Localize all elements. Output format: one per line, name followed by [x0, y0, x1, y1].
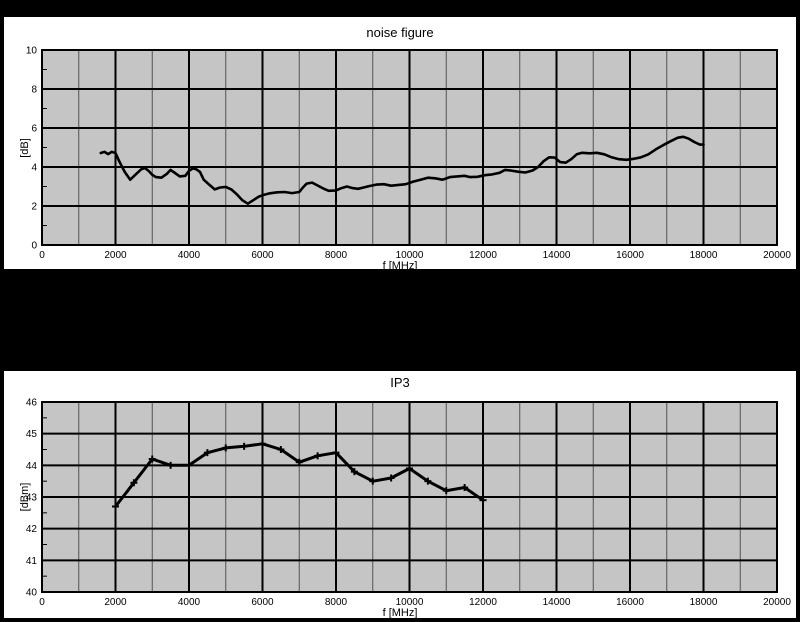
- svg-text:2: 2: [31, 202, 37, 213]
- svg-text:44: 44: [26, 461, 38, 472]
- svg-text:16000: 16000: [616, 597, 644, 608]
- x-axis-label: f [MHz]: [382, 260, 418, 272]
- ip3-panel: IP3 [dBm] 0 2000 4000 6000 8000 10000 12000 140…: [4, 371, 796, 619]
- svg-text:14000: 14000: [543, 597, 571, 608]
- chart-title: IP3: [390, 375, 410, 390]
- svg-text:8: 8: [31, 85, 37, 96]
- svg-text:0: 0: [39, 250, 45, 261]
- svg-text:40: 40: [26, 588, 38, 599]
- svg-text:4: 4: [31, 163, 37, 174]
- svg-text:0: 0: [31, 241, 37, 252]
- svg-text:0: 0: [39, 597, 45, 608]
- svg-text:10000: 10000: [396, 597, 424, 608]
- svg-text:2000: 2000: [104, 250, 127, 261]
- noise-figure-chart-svg: 0 2000 4000 6000 8000 10000 12000 14000 16000 180…: [26, 46, 791, 262]
- svg-text:20000: 20000: [763, 250, 791, 261]
- svg-text:4000: 4000: [178, 597, 201, 608]
- svg-text:6000: 6000: [251, 250, 274, 261]
- noise-figure-panel: noise figure [dB] 0 2000 4000 6000 8000 10000…: [4, 17, 796, 272]
- svg-text:41: 41: [26, 556, 38, 567]
- svg-text:46: 46: [26, 398, 38, 409]
- svg-text:12000: 12000: [469, 250, 497, 261]
- svg-text:42: 42: [26, 524, 38, 535]
- svg-text:18000: 18000: [690, 597, 718, 608]
- chart-title: noise figure: [366, 25, 434, 40]
- svg-text:6000: 6000: [251, 597, 274, 608]
- svg-text:10: 10: [26, 46, 38, 57]
- svg-text:2000: 2000: [104, 597, 127, 608]
- svg-text:12000: 12000: [469, 597, 497, 608]
- svg-text:4000: 4000: [178, 250, 201, 261]
- svg-text:8000: 8000: [325, 250, 348, 261]
- ip3-chart-svg: 0 2000 4000 6000 8000 10000 12000 14000 16000 180…: [26, 398, 791, 609]
- svg-text:16000: 16000: [616, 250, 644, 261]
- svg-text:10000: 10000: [396, 250, 424, 261]
- x-axis-label: f [MHz]: [382, 607, 418, 619]
- svg-text:20000: 20000: [763, 597, 791, 608]
- svg-text:45: 45: [26, 429, 38, 440]
- svg-text:18000: 18000: [690, 250, 718, 261]
- svg-text:6: 6: [31, 124, 37, 135]
- svg-text:8000: 8000: [325, 597, 348, 608]
- svg-text:14000: 14000: [543, 250, 571, 261]
- svg-text:43: 43: [26, 493, 38, 504]
